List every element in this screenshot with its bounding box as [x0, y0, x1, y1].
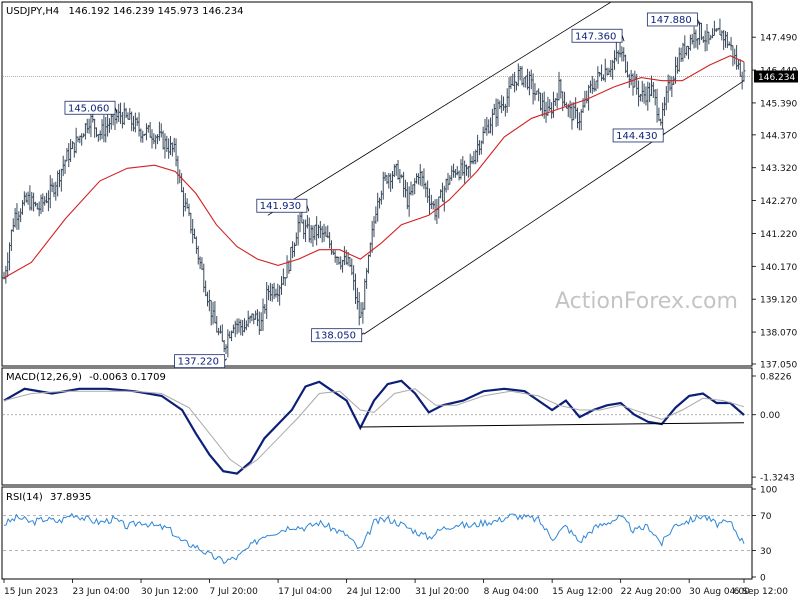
- price-tick-label: 145.390: [760, 99, 797, 109]
- price-tick-label: 142.270: [760, 197, 797, 207]
- macd-panel-title: MACD(12,26,9) -0.0063 0.1709: [6, 372, 166, 383]
- watermark: ActionForex.com: [555, 289, 738, 314]
- time-tick-label: 22 Aug 20:00: [621, 587, 682, 597]
- annotation-label: 147.880: [646, 12, 700, 27]
- annotation-label: 144.430: [612, 128, 666, 143]
- annotation-label: 141.930: [256, 198, 310, 213]
- rsi-tick-label: 0: [760, 574, 766, 584]
- annotation-text: 144.430: [616, 131, 657, 142]
- time-tick-label: 15 Aug 12:00: [552, 587, 613, 597]
- macd-line: [3, 379, 745, 475]
- annotation-box: [646, 12, 698, 27]
- moving-average-line: [3, 55, 745, 279]
- annotation-box: [571, 28, 623, 43]
- rsi-tick-label: 70: [760, 512, 772, 522]
- time-tick-label: 30 Jun 12:00: [141, 587, 198, 597]
- price-tick-label: 143.320: [760, 164, 797, 174]
- rsi-panel-title: RSI(14) 37.8935: [6, 492, 91, 503]
- macd-layer: [3, 379, 752, 475]
- time-tick-label: 30 Aug 04:00: [689, 587, 750, 597]
- annotation-label: 137.220: [174, 354, 227, 369]
- axis-layer: 147.490146.440145.390144.370143.320142.2…: [3, 34, 798, 597]
- annotation-box: [612, 128, 664, 143]
- annotation-text: 147.880: [650, 15, 691, 26]
- price-tick-label: 144.370: [760, 131, 797, 141]
- annotation-label: 147.360: [571, 28, 625, 43]
- annotation-box: [311, 328, 363, 343]
- macd-signal-line: [3, 388, 745, 470]
- macd-tick-label: 0.00: [760, 411, 780, 421]
- last-price-badge-text: 146.234: [758, 73, 795, 83]
- annotation-text: 147.360: [575, 31, 616, 42]
- rsi-panel-frame: [1, 486, 753, 580]
- rsi-tick-label: 100: [760, 486, 777, 496]
- price-panel-title: USDJPY,H4 146.192 146.239 145.973 146.23…: [6, 6, 243, 17]
- price-tick-label: 139.120: [760, 296, 797, 306]
- macd-panel-frame: [1, 367, 753, 486]
- time-tick-label: 23 Jun 04:00: [73, 587, 130, 597]
- last-price-badge: [754, 70, 798, 83]
- annotation-text: 138.050: [315, 331, 356, 342]
- price-bar: [742, 62, 746, 82]
- annotation-box: [174, 354, 226, 369]
- ohlc-readout: 146.192 146.239 145.973 146.234: [68, 6, 243, 17]
- annotation-box: [256, 198, 308, 213]
- price-tick-label: 147.490: [760, 34, 797, 44]
- annotation-text: 145.060: [68, 103, 109, 114]
- macd-title: MACD(12,26,9): [6, 372, 82, 383]
- rsi-line: [3, 512, 745, 565]
- time-tick-label: 7 Jul 20:00: [210, 587, 259, 597]
- channel-line-lower: [363, 80, 745, 335]
- time-tick-label: 6 Sep 12:00: [734, 587, 789, 597]
- rsi-title: RSI(14): [6, 492, 43, 503]
- time-tick-label: 24 Jul 12:00: [347, 587, 401, 597]
- price-layer: 145.060 137.220 141.930 138.050 147.360 144.4…: [2, 2, 752, 369]
- rsi-layer: [3, 512, 752, 565]
- macd-tick-label: 0.8226: [760, 372, 792, 382]
- time-tick-label: 17 Jul 04:00: [278, 587, 332, 597]
- price-tick-label: 138.070: [760, 329, 797, 339]
- annotation-text: 141.930: [260, 201, 301, 212]
- symbol-label: USDJPY,H4: [6, 6, 59, 17]
- rsi-tick-label: 30: [760, 547, 772, 557]
- macd-trend-line: [360, 422, 745, 428]
- price-tick-label: 140.170: [760, 263, 797, 273]
- time-tick-label: 8 Aug 04:00: [484, 587, 539, 597]
- price-tick-label: 137.050: [760, 361, 797, 371]
- channel-line-upper: [267, 2, 611, 216]
- rsi-value: 37.8935: [50, 492, 91, 503]
- price-panel-frame: [1, 1, 753, 367]
- macd-tick-label: -1.3243: [760, 474, 795, 484]
- price-tick-label: 141.220: [760, 230, 797, 240]
- annotation-label: 145.060: [64, 100, 118, 115]
- macd-values: -0.0063 0.1709: [89, 372, 166, 383]
- time-tick-label: 31 Jul 20:00: [415, 587, 469, 597]
- time-tick-label: 15 Jun 2023: [4, 587, 58, 597]
- annotation-box: [64, 100, 116, 115]
- annotation-text: 137.220: [178, 357, 219, 368]
- annotation-label: 138.050: [311, 328, 365, 343]
